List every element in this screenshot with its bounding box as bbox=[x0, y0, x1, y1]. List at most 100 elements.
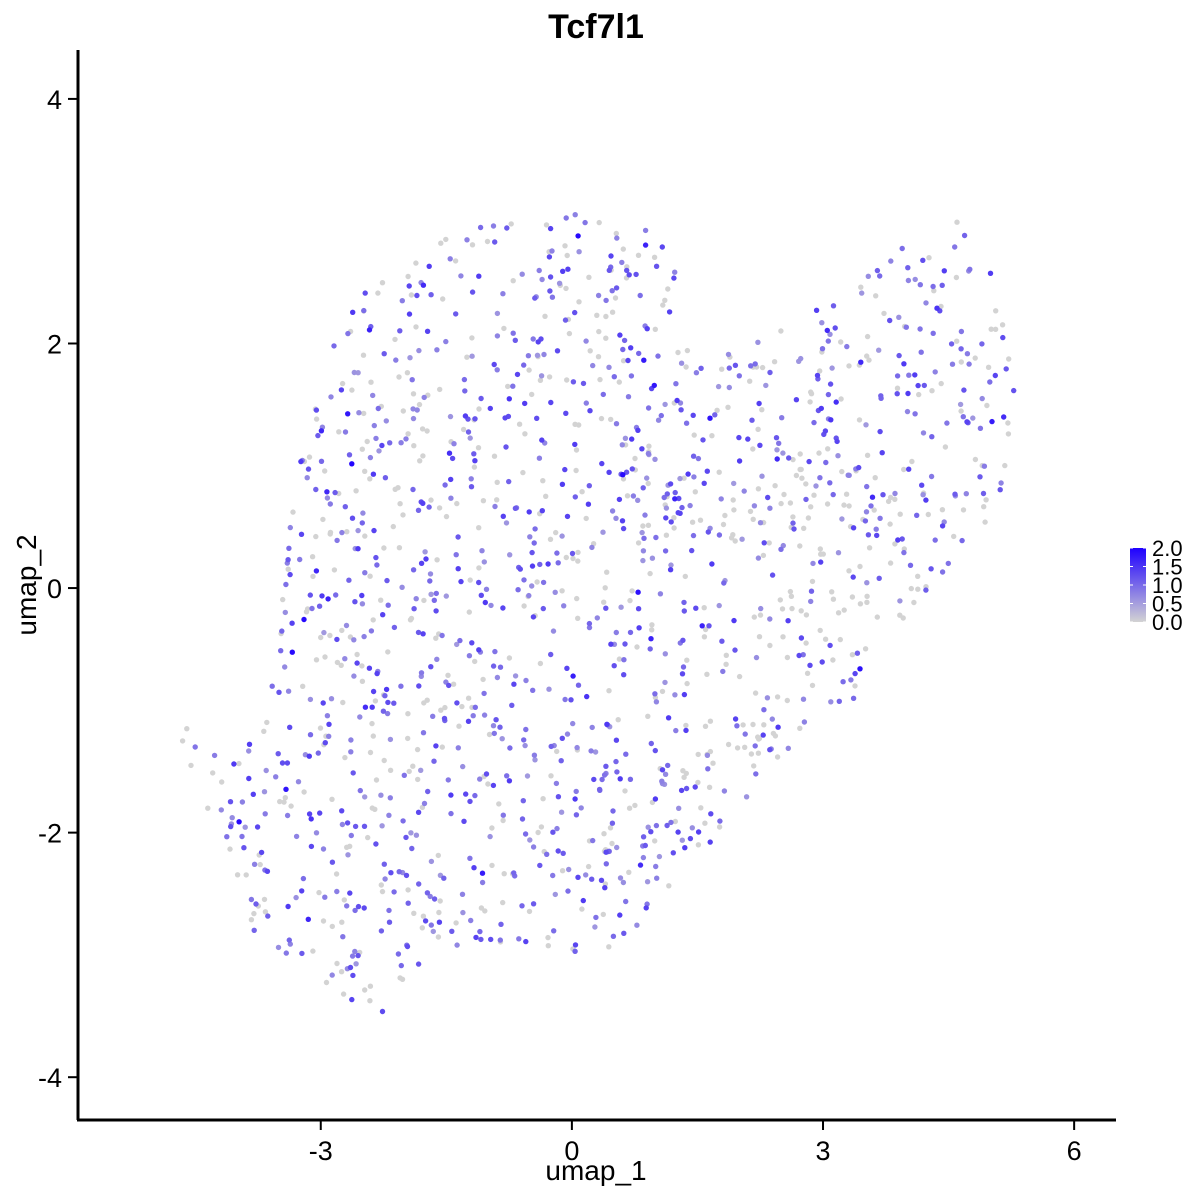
cell-point bbox=[401, 772, 407, 778]
cell-point bbox=[554, 550, 560, 556]
cell-point bbox=[892, 541, 898, 547]
cell-point bbox=[598, 877, 605, 883]
cell-point bbox=[501, 871, 507, 877]
cell-point bbox=[701, 605, 707, 611]
cell-point bbox=[342, 504, 348, 510]
cell-point bbox=[565, 266, 571, 272]
cell-point bbox=[479, 870, 486, 876]
cell-point bbox=[421, 800, 428, 807]
cell-point bbox=[797, 451, 803, 457]
cell-point bbox=[623, 469, 630, 475]
cell-point bbox=[410, 406, 416, 412]
cell-point bbox=[437, 386, 443, 393]
cell-point bbox=[397, 975, 403, 981]
cell-point bbox=[366, 327, 373, 333]
cell-point bbox=[470, 713, 476, 719]
cell-point bbox=[514, 371, 521, 378]
cell-point bbox=[318, 428, 325, 434]
cell-point bbox=[496, 801, 502, 807]
cell-point bbox=[497, 664, 504, 670]
cell-point bbox=[391, 624, 398, 631]
cell-point bbox=[840, 679, 846, 685]
cell-point bbox=[616, 379, 622, 385]
cell-point bbox=[651, 382, 657, 389]
cell-point bbox=[576, 299, 582, 305]
cell-point bbox=[526, 592, 532, 599]
cell-point bbox=[640, 854, 647, 861]
cell-point bbox=[380, 708, 387, 714]
cell-point bbox=[421, 394, 427, 401]
cell-point bbox=[457, 637, 463, 644]
cell-point bbox=[649, 555, 656, 561]
cell-point bbox=[674, 397, 680, 404]
cell-point bbox=[532, 295, 538, 301]
cell-point bbox=[546, 374, 553, 380]
cell-point bbox=[424, 328, 431, 334]
cell-point bbox=[396, 545, 403, 551]
cell-point bbox=[925, 511, 931, 518]
cell-point bbox=[275, 751, 281, 757]
cell-point bbox=[478, 936, 484, 943]
cell-point bbox=[573, 812, 580, 818]
cell-point bbox=[547, 225, 554, 232]
cell-point bbox=[823, 459, 829, 466]
cell-point bbox=[624, 493, 631, 499]
cell-point bbox=[331, 343, 337, 349]
cell-point bbox=[361, 410, 367, 417]
cell-point bbox=[663, 532, 670, 538]
cell-point bbox=[620, 246, 626, 252]
cell-point bbox=[522, 431, 528, 437]
cell-point bbox=[759, 473, 765, 479]
cell-point bbox=[730, 497, 736, 503]
cell-point bbox=[665, 715, 672, 721]
cell-point bbox=[405, 431, 411, 437]
cell-point bbox=[722, 512, 728, 519]
cell-point bbox=[717, 818, 723, 824]
cell-point bbox=[374, 562, 380, 568]
cell-point bbox=[378, 792, 384, 798]
cell-point bbox=[1002, 462, 1008, 469]
cell-point bbox=[263, 767, 269, 774]
cell-point bbox=[572, 796, 578, 802]
cell-point bbox=[420, 913, 427, 919]
cell-point bbox=[433, 608, 439, 614]
cell-point bbox=[679, 837, 685, 843]
cell-point bbox=[586, 483, 592, 489]
cell-point bbox=[329, 859, 336, 865]
cell-point bbox=[455, 534, 461, 540]
cell-point bbox=[866, 357, 872, 363]
cell-point bbox=[410, 486, 416, 493]
cell-point bbox=[573, 788, 579, 795]
cell-point bbox=[753, 771, 759, 777]
cell-point bbox=[645, 713, 651, 719]
cell-point bbox=[806, 458, 812, 465]
cell-point bbox=[357, 787, 363, 794]
cell-point bbox=[653, 263, 660, 269]
cell-point bbox=[473, 934, 479, 941]
cell-point bbox=[857, 563, 863, 570]
cell-point bbox=[649, 627, 655, 633]
cell-point bbox=[523, 726, 529, 733]
cell-point bbox=[707, 415, 713, 421]
cell-point bbox=[838, 396, 844, 402]
cell-point bbox=[739, 536, 745, 542]
cell-point bbox=[763, 382, 769, 389]
cell-point bbox=[566, 866, 572, 873]
cell-point bbox=[774, 447, 780, 453]
cell-point bbox=[659, 767, 666, 773]
cell-point bbox=[427, 578, 433, 584]
cell-point bbox=[446, 682, 452, 689]
cell-point bbox=[876, 347, 882, 353]
cell-point bbox=[443, 236, 449, 243]
cell-point bbox=[639, 529, 645, 536]
cell-point bbox=[671, 515, 677, 521]
cell-point bbox=[545, 561, 551, 567]
cell-point bbox=[461, 376, 468, 383]
cell-point bbox=[563, 554, 569, 561]
cell-point bbox=[989, 418, 995, 425]
cell-point bbox=[243, 872, 249, 878]
cell-point bbox=[675, 349, 681, 356]
cell-point bbox=[498, 921, 504, 927]
cell-point bbox=[349, 953, 356, 959]
cell-point bbox=[676, 495, 682, 502]
